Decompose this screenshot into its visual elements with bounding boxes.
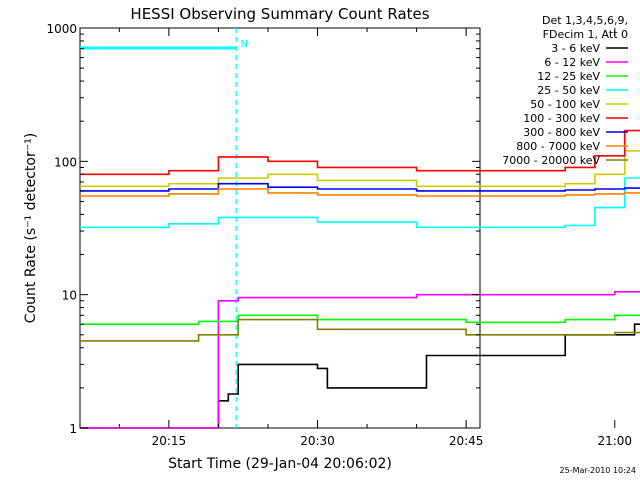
legend-label-7: 800 - 7000 keV	[516, 140, 600, 153]
y-tick-label-2: 100	[54, 155, 77, 169]
series-line-4	[80, 150, 640, 188]
legend-label-4: 50 - 100 keV	[530, 98, 600, 111]
series-line-8	[80, 318, 640, 342]
series-lines	[80, 129, 640, 429]
series-line-5	[80, 129, 640, 176]
legend-label-2: 12 - 25 keV	[537, 70, 600, 83]
y-axis-label: Count Rate (s⁻¹ detector⁻¹)	[23, 133, 39, 323]
y-axis-ticks: 1 10 100 1000	[46, 22, 480, 436]
x-tick-label-3: 21:00	[597, 434, 632, 448]
legend-label-8: 7000 - 20000 keV	[502, 154, 600, 167]
x-tick-label-2: 20:45	[449, 434, 484, 448]
series-line-3	[80, 177, 640, 229]
legend: Det 1,3,4,5,6,9, FDecim 1, Att 0 3 - 6 k…	[502, 14, 628, 167]
transition-lines	[235, 28, 237, 428]
y-tick-label-1: 10	[62, 289, 77, 303]
y-tick-label-0: 1	[69, 422, 77, 436]
legend-label-6: 300 - 800 keV	[523, 126, 600, 139]
footer-timestamp: 25-Mar-2010 10:24	[560, 466, 637, 475]
state-bars: NS	[80, 39, 248, 50]
y-tick-label-3: 1000	[46, 22, 77, 36]
legend-header-line-2: FDecim 1, Att 0	[543, 28, 628, 41]
legend-label-0: 3 - 6 keV	[551, 42, 600, 55]
legend-header-line-1: Det 1,3,4,5,6,9,	[542, 14, 628, 27]
series-line-1	[80, 291, 640, 429]
x-axis-label: Start Time (29-Jan-04 20:06:02)	[168, 456, 392, 472]
chart-title: HESSI Observing Summary Count Rates	[130, 5, 429, 23]
night-label: N	[241, 39, 248, 50]
series-line-2	[80, 314, 640, 325]
x-tick-label-0: 20:15	[152, 434, 187, 448]
x-tick-label-1: 20:30	[300, 434, 335, 448]
legend-label-3: 25 - 50 keV	[537, 84, 600, 97]
series-line-6	[80, 182, 640, 192]
series-line-7	[80, 188, 640, 197]
legend-label-5: 100 - 300 keV	[523, 112, 600, 125]
series-line-0	[80, 323, 640, 429]
legend-label-1: 6 - 12 keV	[544, 56, 600, 69]
